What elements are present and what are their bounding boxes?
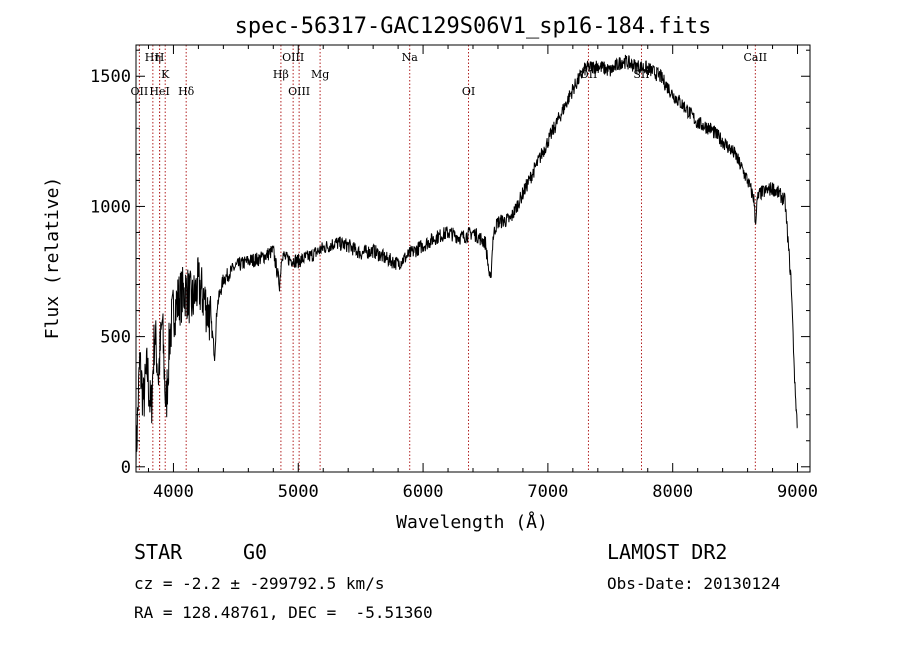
x-tick-label: 6000 — [403, 482, 444, 502]
obs-date: Obs-Date: 20130124 — [607, 574, 781, 593]
spectral-line-label: HeI — [149, 85, 169, 98]
x-tick-label: 7000 — [527, 482, 568, 502]
x-tick-label: 8000 — [652, 482, 693, 502]
y-tick-label: 1000 — [90, 197, 131, 217]
spectral-line-label: CaII — [743, 51, 767, 64]
spectral-line-label: OII — [131, 85, 149, 98]
spectral-line-label: H — [155, 51, 165, 64]
chart-title: spec-56317-GAC129S06V1_sp16-184.fits — [235, 14, 712, 39]
ticks-layer: 4000 5000 6000 7000 8000 9000 0 500 1000 1500 — [90, 45, 818, 502]
y-axis-label: Flux (relative) — [42, 177, 63, 340]
spectral-line-label: OIII — [288, 85, 310, 98]
x-tick-label: 4000 — [153, 482, 194, 502]
object-subclass: G0 — [243, 540, 268, 564]
spectrum-line — [135, 54, 798, 473]
spectral-line-label: Hβ — [273, 68, 289, 81]
y-tick-label: 1500 — [90, 67, 131, 87]
spectral-line-label: Mg — [311, 68, 329, 81]
plot-frame — [135, 44, 811, 473]
spectral-line-label: Hδ — [178, 85, 195, 98]
spectral-line-label: K — [161, 68, 170, 81]
spectrum-chart: spec-56317-GAC129S06V1_sp16-184.fits OII… — [42, 14, 818, 533]
ra-dec: RA = 128.48761, DEC = -5.51360 — [134, 603, 433, 622]
redshift-line: cz = -2.2 ± -299792.5 km/s — [134, 574, 385, 593]
x-tick-label: 5000 — [278, 482, 319, 502]
spectral-line-label: Na — [402, 51, 419, 64]
survey-name: LAMOST DR2 — [607, 540, 728, 564]
object-type: STAR — [134, 540, 183, 564]
y-tick-label: 500 — [100, 328, 131, 348]
x-axis-label: Wavelength (Å) — [396, 511, 548, 533]
spectral-line-label: Hη — [145, 51, 161, 64]
x-tick-label: 9000 — [777, 482, 818, 502]
y-tick-label: 0 — [121, 458, 131, 478]
spectral-line-label: OI — [462, 85, 475, 98]
spectral-line-label: OIII — [282, 51, 304, 64]
